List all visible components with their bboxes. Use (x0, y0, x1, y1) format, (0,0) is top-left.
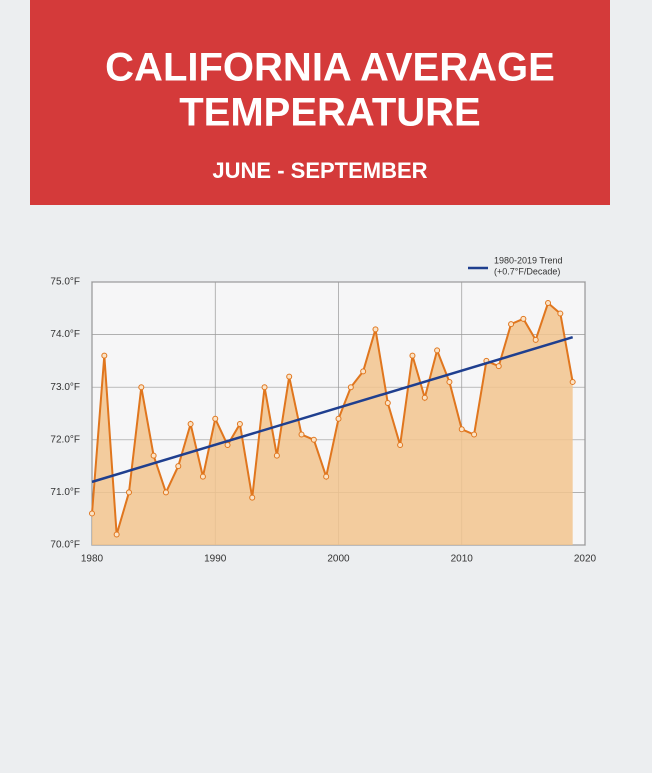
point (372, 326, 379, 333)
point (397, 442, 404, 449)
line (91, 301, 574, 535)
point (125, 489, 132, 496)
point (249, 494, 256, 501)
point (138, 384, 145, 391)
point (545, 300, 552, 307)
point (101, 352, 108, 359)
y-tick-label: 73.0°F (50, 382, 80, 393)
point (113, 531, 120, 538)
chart-title: TEMPERATURE (179, 91, 480, 135)
point (162, 489, 169, 496)
point (508, 321, 515, 328)
point (471, 431, 478, 438)
banner (30, 0, 610, 205)
point (495, 363, 502, 370)
point (187, 421, 194, 428)
chart-subtitle: JUNE - SEPTEMBER (212, 158, 427, 183)
point (569, 378, 576, 385)
point (347, 384, 354, 391)
y-tick-label: 72.0°F (50, 434, 80, 445)
point (89, 510, 95, 517)
point (458, 426, 465, 433)
point (421, 394, 428, 401)
point (310, 436, 317, 443)
point (261, 384, 268, 391)
x-tick-label: 1980 (81, 554, 104, 565)
point (212, 415, 219, 422)
point (384, 399, 391, 406)
point (199, 473, 206, 480)
trend-line (91, 336, 574, 484)
point (409, 352, 416, 359)
point (236, 421, 243, 428)
point (298, 431, 305, 438)
point (434, 347, 441, 354)
x-tick-label: 2000 (327, 554, 350, 565)
point (273, 452, 280, 459)
point (224, 442, 231, 449)
x-tick-label: 1990 (204, 554, 227, 565)
y-tick-label: 75.0°F (50, 277, 80, 288)
point (175, 463, 182, 470)
point (335, 415, 342, 422)
point (532, 336, 539, 343)
area (92, 303, 573, 545)
point (323, 473, 330, 480)
y-tick-label: 70.0°F (50, 540, 80, 551)
point (286, 373, 293, 380)
chart-title: CALIFORNIA AVERAGE (105, 46, 555, 90)
y-tick-label: 71.0°F (50, 487, 80, 498)
point (520, 315, 527, 322)
point (446, 378, 453, 385)
y-tick-label: 74.0°F (50, 329, 80, 340)
point (150, 452, 157, 459)
point (360, 368, 367, 375)
point (557, 310, 564, 317)
legend-label: 1980-2019 Trend (494, 255, 563, 265)
legend-note: (+0.7°F/Decade) (494, 266, 560, 276)
x-tick-label: 2020 (574, 554, 597, 565)
x-tick-label: 2010 (451, 554, 474, 565)
